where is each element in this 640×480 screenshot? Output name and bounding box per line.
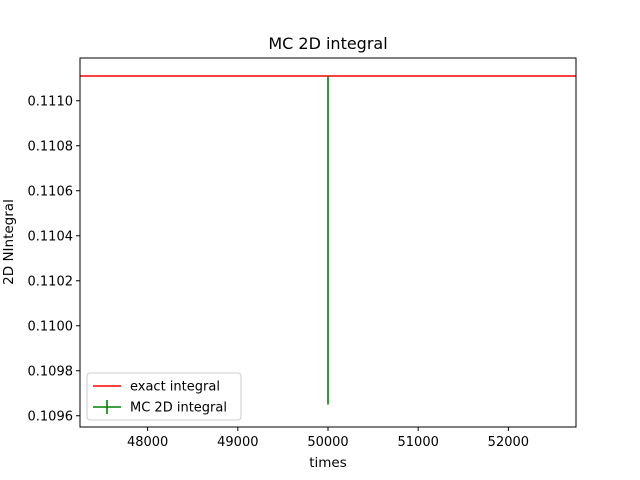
- plot-area: 48000 49000 50000 51000 52000 0.1096 0.1098 0.1…: [28, 57, 577, 450]
- y-tick-label: 0.1108: [28, 139, 74, 154]
- chart-title: MC 2D integral: [268, 34, 387, 53]
- x-tick-label: 49000: [217, 435, 258, 450]
- x-tick-label: 48000: [127, 435, 168, 450]
- y-tick-label: 0.1110: [28, 94, 74, 109]
- legend-box: [86, 372, 242, 421]
- x-tick-label: 51000: [398, 435, 439, 450]
- x-tick-label: 50000: [307, 435, 348, 450]
- legend-label-exact-integral: exact integral: [130, 380, 220, 395]
- x-tick-label: 52000: [488, 435, 529, 450]
- y-tick-label: 0.1106: [28, 184, 74, 199]
- y-tick-label: 0.1102: [28, 274, 74, 289]
- y-tick-label: 0.1100: [28, 319, 74, 334]
- legend-label-mc-2d-integral: MC 2D integral: [130, 401, 227, 416]
- legend: exact integral MC 2D integral: [86, 372, 242, 421]
- y-tick-label: 0.1098: [28, 364, 74, 379]
- y-axis-label: 2D NIntegral: [1, 199, 17, 285]
- x-axis-label: times: [309, 455, 347, 471]
- y-tick-label: 0.1096: [28, 409, 74, 424]
- y-tick-label: 0.1104: [28, 229, 74, 244]
